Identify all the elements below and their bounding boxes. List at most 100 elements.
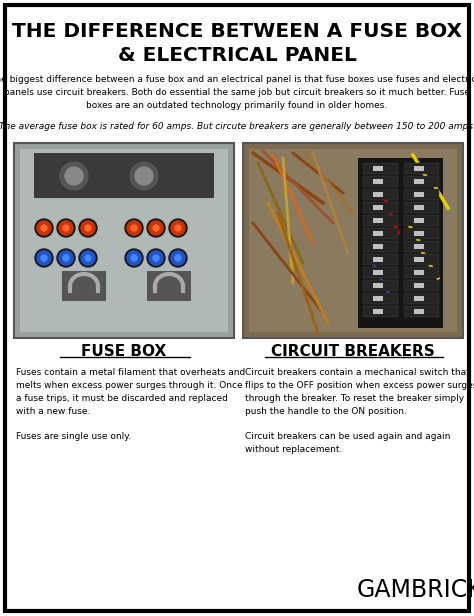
Text: CIRCUIT BREAKERS: CIRCUIT BREAKERS <box>271 344 435 359</box>
Text: Circuit breakers contain a mechanical switch that
flips to the OFF position when: Circuit breakers contain a mechanical sw… <box>245 368 474 454</box>
Circle shape <box>37 221 51 235</box>
Bar <box>404 176 439 187</box>
Circle shape <box>169 249 187 267</box>
Bar <box>363 280 398 291</box>
Bar <box>373 244 383 249</box>
Bar <box>373 309 383 314</box>
Circle shape <box>171 251 185 265</box>
Bar <box>34 153 214 198</box>
Circle shape <box>125 219 143 237</box>
Circle shape <box>57 249 75 267</box>
Bar <box>363 254 398 265</box>
Circle shape <box>63 255 69 261</box>
Bar <box>414 205 424 210</box>
Bar <box>363 241 398 252</box>
Bar <box>363 202 398 213</box>
Bar <box>414 296 424 301</box>
Text: GAMBRICK: GAMBRICK <box>356 578 474 602</box>
Circle shape <box>37 251 51 265</box>
Circle shape <box>35 249 53 267</box>
Bar <box>363 293 398 304</box>
Circle shape <box>65 167 83 185</box>
Bar <box>414 218 424 223</box>
Circle shape <box>63 225 69 231</box>
Bar <box>62 271 106 301</box>
Circle shape <box>130 162 158 190</box>
Bar <box>414 192 424 197</box>
Text: The average fuse box is rated for 60 amps. But circute breakers are generally be: The average fuse box is rated for 60 amp… <box>0 122 474 131</box>
Bar <box>404 241 439 252</box>
Text: & ELECTRICAL PANEL: & ELECTRICAL PANEL <box>118 46 356 65</box>
Bar <box>404 293 439 304</box>
Circle shape <box>131 225 137 231</box>
Bar <box>404 254 439 265</box>
Circle shape <box>131 255 137 261</box>
Bar <box>414 231 424 236</box>
Bar <box>414 309 424 314</box>
Bar <box>404 163 439 174</box>
Bar <box>363 267 398 278</box>
Circle shape <box>81 221 95 235</box>
Circle shape <box>85 225 91 231</box>
Circle shape <box>147 249 165 267</box>
Bar <box>414 244 424 249</box>
Circle shape <box>41 255 47 261</box>
Bar <box>404 215 439 226</box>
Bar <box>249 149 457 332</box>
Bar <box>14 143 234 338</box>
Circle shape <box>175 255 181 261</box>
Circle shape <box>149 221 163 235</box>
Bar <box>373 270 383 275</box>
Bar <box>363 228 398 239</box>
Bar <box>373 205 383 210</box>
Bar <box>414 166 424 171</box>
Bar <box>373 296 383 301</box>
Circle shape <box>79 249 97 267</box>
Text: Fuses contain a metal filament that overheats and
melts when excess power surges: Fuses contain a metal filament that over… <box>16 368 245 441</box>
Circle shape <box>125 249 143 267</box>
Bar <box>363 306 398 317</box>
Circle shape <box>153 255 159 261</box>
Circle shape <box>85 255 91 261</box>
Bar <box>373 218 383 223</box>
Bar <box>373 192 383 197</box>
Bar <box>373 257 383 262</box>
Bar <box>363 189 398 200</box>
Bar <box>20 149 228 332</box>
Bar <box>404 306 439 317</box>
Circle shape <box>81 251 95 265</box>
Bar <box>404 267 439 278</box>
Bar <box>358 158 443 328</box>
Bar <box>373 231 383 236</box>
Circle shape <box>169 219 187 237</box>
Circle shape <box>135 167 153 185</box>
Circle shape <box>59 251 73 265</box>
Circle shape <box>127 221 141 235</box>
Bar <box>414 257 424 262</box>
Bar <box>363 163 398 174</box>
Bar <box>414 179 424 184</box>
Bar <box>414 283 424 288</box>
Circle shape <box>175 225 181 231</box>
Circle shape <box>57 219 75 237</box>
Circle shape <box>41 225 47 231</box>
Circle shape <box>79 219 97 237</box>
Bar <box>243 143 463 338</box>
Text: THE DIFFERENCE BETWEEN A FUSE BOX: THE DIFFERENCE BETWEEN A FUSE BOX <box>12 22 462 41</box>
Circle shape <box>60 162 88 190</box>
Bar <box>404 202 439 213</box>
Circle shape <box>153 225 159 231</box>
Bar <box>414 270 424 275</box>
Bar <box>147 271 191 301</box>
Bar <box>373 179 383 184</box>
Bar <box>373 166 383 171</box>
Circle shape <box>127 251 141 265</box>
Bar <box>404 189 439 200</box>
Bar <box>404 228 439 239</box>
Circle shape <box>147 219 165 237</box>
Circle shape <box>149 251 163 265</box>
Bar <box>404 280 439 291</box>
Bar <box>373 283 383 288</box>
Circle shape <box>35 219 53 237</box>
Circle shape <box>171 221 185 235</box>
